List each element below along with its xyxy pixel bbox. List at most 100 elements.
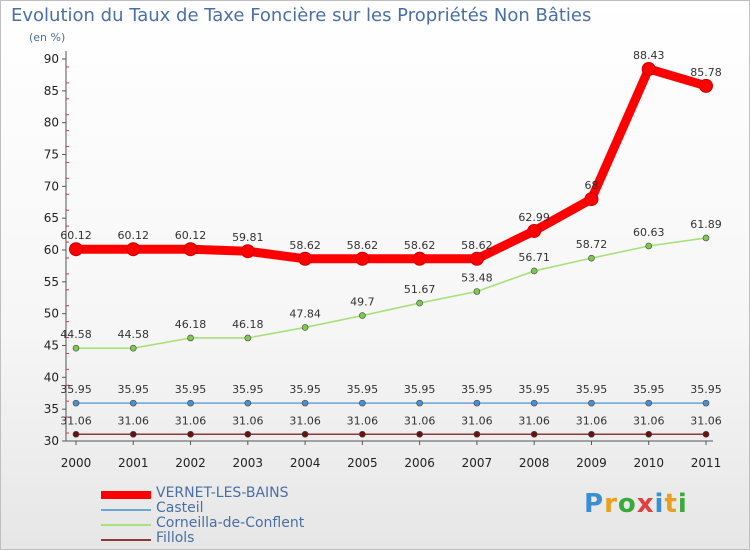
data-label: 58.62 — [347, 239, 379, 252]
logo-letter: i — [677, 489, 688, 519]
data-label: 35.95 — [347, 383, 379, 396]
data-point — [416, 299, 423, 307]
data-label: 35.95 — [518, 383, 550, 396]
data-label: 60.12 — [60, 229, 92, 242]
data-label: 31.06 — [232, 414, 264, 427]
data-point — [298, 251, 313, 266]
data-point — [584, 192, 599, 207]
data-label: 61.89 — [690, 218, 722, 231]
data-point — [588, 254, 595, 262]
data-label: 35.95 — [576, 383, 608, 396]
data-point — [129, 399, 137, 407]
data-point — [126, 242, 141, 257]
data-label: 31.06 — [175, 414, 207, 427]
logo-letter: t — [664, 489, 678, 519]
y-tick-label: 30 — [44, 434, 59, 448]
data-label: 35.95 — [60, 383, 92, 396]
x-tick-label: 2000 — [61, 456, 92, 470]
data-point — [72, 344, 80, 352]
x-tick-label: 2003 — [233, 456, 264, 470]
data-point — [359, 399, 366, 407]
legend-label: VERNET-LES-BAINS — [156, 485, 289, 501]
data-point — [530, 399, 538, 407]
data-point — [355, 251, 370, 266]
y-axis-unit-label: (en %) — [29, 31, 66, 44]
data-label: 51.67 — [404, 283, 436, 296]
data-point — [187, 399, 194, 407]
y-tick-label: 65 — [44, 211, 59, 225]
y-tick-label: 35 — [44, 402, 59, 416]
series-line-VERNET-LES-BAINS — [71, 64, 711, 264]
data-point — [641, 61, 656, 76]
legend-swatch — [101, 491, 151, 499]
data-label: 35.95 — [289, 383, 321, 396]
data-label: 31.06 — [633, 414, 665, 427]
x-tick-label: 2005 — [347, 456, 378, 470]
data-label: 35.95 — [690, 383, 722, 396]
data-point — [129, 430, 137, 438]
data-point — [240, 244, 255, 259]
logo-letter: r — [604, 489, 618, 519]
data-label: 31.06 — [518, 414, 550, 427]
data-label: 58.62 — [289, 239, 321, 252]
data-label: 58.62 — [461, 239, 493, 252]
data-label: 44.58 — [60, 328, 92, 341]
y-tick-label: 75 — [44, 148, 59, 162]
logo-letter: P — [584, 489, 605, 519]
series-line-Corneilla-de-Conflent — [75, 237, 707, 349]
data-label: 31.06 — [289, 414, 321, 427]
data-label: 31.06 — [690, 414, 722, 427]
data-point — [645, 430, 653, 438]
data-point — [527, 223, 542, 238]
x-tick-label: 2008 — [519, 456, 550, 470]
data-point — [187, 430, 194, 438]
data-label: 56.71 — [518, 251, 550, 264]
data-point — [469, 251, 484, 266]
data-point — [702, 399, 710, 407]
data-point — [530, 267, 538, 275]
x-tick-label: 2004 — [290, 456, 321, 470]
data-label: 31.06 — [461, 414, 493, 427]
x-tick-label: 2007 — [462, 456, 493, 470]
proxiti-logo: Proxiti — [584, 489, 688, 519]
data-label: 44.58 — [118, 328, 150, 341]
x-tick-label: 2009 — [576, 456, 607, 470]
data-label: 53.48 — [461, 272, 493, 285]
data-label: 62.99 — [518, 211, 550, 224]
data-point — [473, 288, 481, 295]
x-tick-label: 2006 — [404, 456, 435, 470]
x-tick-label: 2002 — [175, 456, 206, 470]
data-label: 31.06 — [404, 414, 436, 427]
data-label: 31.06 — [347, 414, 379, 427]
data-label: 60.63 — [633, 226, 665, 239]
y-tick-label: 40 — [44, 370, 59, 384]
data-point — [301, 324, 309, 331]
y-tick-label: 50 — [44, 307, 59, 321]
logo-letter: x — [636, 489, 655, 519]
data-label: 49.7 — [350, 296, 375, 309]
data-point — [244, 334, 252, 342]
y-tick-label: 55 — [44, 275, 59, 289]
logo-letter: i — [654, 489, 665, 519]
data-label: 31.06 — [576, 414, 608, 427]
data-point — [416, 430, 423, 438]
legend-label: Corneilla-de-Conflent — [156, 515, 305, 531]
data-label: 60.12 — [118, 229, 150, 242]
logo-letter: o — [617, 489, 637, 519]
data-point — [588, 399, 595, 407]
data-label: 47.84 — [289, 307, 321, 320]
data-point — [530, 430, 538, 438]
y-tick-label: 60 — [44, 243, 59, 257]
legend-label: Casteil — [156, 500, 204, 516]
data-point — [359, 312, 366, 319]
data-label: 35.95 — [633, 383, 665, 396]
data-point — [72, 430, 80, 438]
x-tick-label: 2011 — [691, 456, 722, 470]
data-point — [187, 334, 194, 342]
data-label: 35.95 — [118, 383, 150, 396]
data-label: 46.18 — [232, 318, 264, 331]
data-label: 35.95 — [461, 383, 493, 396]
data-point — [473, 399, 481, 407]
data-point — [645, 399, 653, 407]
